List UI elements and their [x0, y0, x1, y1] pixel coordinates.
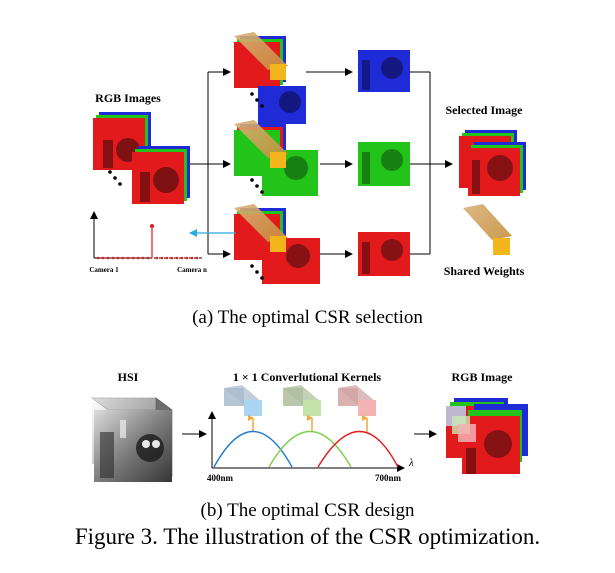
- selected-camera-marker: [150, 224, 154, 228]
- ellipsis-dots-branch-1: [250, 92, 264, 108]
- camera-first-label: Camera 1: [89, 266, 119, 274]
- blue-response-curve: [213, 430, 293, 468]
- wavelength-start-label: 400nm: [207, 473, 234, 483]
- wavelength-end-label: 700nm: [375, 473, 402, 483]
- spectral-response-plot: 400nm 700nm λ: [207, 411, 414, 483]
- panel-a-caption: (a) The optimal CSR selection: [192, 307, 423, 328]
- camera-last-label: Camera n: [177, 266, 207, 274]
- input-image-stack-1: [93, 112, 151, 170]
- branch-blue-input: [234, 32, 306, 124]
- camera-selection-plot: Camera 1 Camera n: [89, 211, 207, 274]
- rgb-output-stack: [446, 398, 528, 474]
- shared-weights-label: Shared Weights: [444, 264, 525, 278]
- ellipsis-dots-branch-3: [250, 264, 264, 280]
- kernel-blue: [224, 385, 262, 416]
- branch-red-output: [358, 232, 410, 276]
- camera-markers: [96, 256, 199, 260]
- wavelength-symbol: λ: [408, 457, 414, 469]
- branch-green-output: [358, 142, 410, 186]
- input-image-stack-2: [132, 146, 190, 204]
- ellipsis-dots-branch-2: [250, 178, 264, 194]
- red-response-curve: [317, 430, 399, 468]
- ellipsis-dots-input: [108, 170, 122, 186]
- rgb-images-label: RGB Images: [95, 91, 161, 105]
- kernel-red: [338, 385, 376, 416]
- selected-image-stack: [459, 130, 526, 196]
- rgb-image-label: RGB Image: [452, 370, 514, 384]
- branch-output-arrows: [306, 68, 353, 258]
- panel-a: RGB Images: [89, 32, 526, 284]
- branch-green-input: [234, 120, 318, 196]
- shared-weights-kernel-icon: [463, 204, 512, 255]
- green-response-curve: [268, 430, 352, 468]
- hsi-label: HSI: [118, 370, 139, 384]
- panel-b-caption: (b) The optimal CSR design: [200, 500, 415, 521]
- kernel-arrows: [248, 415, 368, 432]
- kernel-green: [283, 385, 321, 416]
- branch-red-input: [234, 204, 320, 284]
- kernels-label: 1 × 1 Converlutional Kernels: [233, 370, 381, 384]
- figure-caption: Figure 3. The illustration of the CSR op…: [74, 524, 541, 549]
- merge-connectors: [410, 71, 453, 255]
- selected-image-label: Selected Image: [446, 103, 524, 117]
- branch-blue-output: [358, 50, 410, 92]
- hsi-cube: [91, 397, 173, 482]
- branch-connectors: [190, 68, 231, 258]
- panel-b: HSI 1 × 1 Converlutional Kernels RGB Ima…: [91, 370, 528, 483]
